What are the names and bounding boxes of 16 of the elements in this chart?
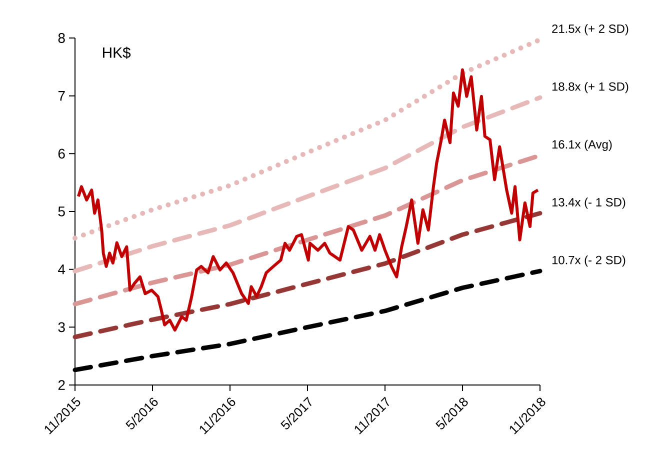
- y-tick-label: 8: [58, 33, 65, 43]
- line-series: [72, 210, 542, 340]
- y-tick-label: 7: [58, 91, 65, 101]
- annotation: HK$: [102, 46, 131, 59]
- y-tick-label: 3: [58, 322, 65, 332]
- y-tick-label: 6: [58, 148, 65, 159]
- y-tick-label: 5: [58, 206, 65, 216]
- series-label: 10.7x (- 2 SD): [552, 256, 626, 267]
- line-series: [76, 68, 540, 332]
- y-tick-label: 4: [58, 264, 66, 274]
- y-tick-label: 2: [58, 380, 65, 390]
- series-label: 13.4x (- 1 SD): [552, 198, 626, 209]
- series-label: 16.1x (Avg): [552, 140, 612, 151]
- series-label: 18.8x (+ 1 SD): [552, 82, 628, 94]
- series-label: 21.5x (+ 2 SD): [552, 24, 628, 36]
- line-series: [72, 95, 542, 274]
